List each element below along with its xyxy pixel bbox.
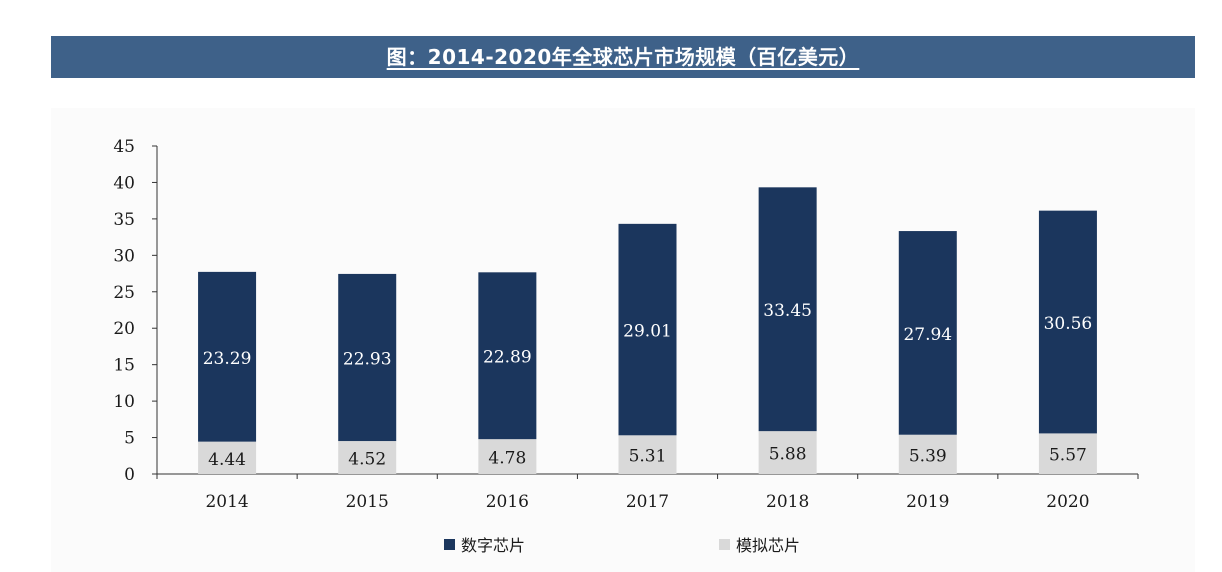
y-tick-label: 0 bbox=[124, 465, 135, 485]
bar-digital bbox=[478, 272, 537, 440]
y-tick-label: 45 bbox=[113, 137, 135, 157]
data-label-digital: 29.01 bbox=[623, 322, 672, 342]
x-tick-label: 2017 bbox=[626, 492, 669, 512]
bar-analog bbox=[898, 434, 957, 474]
bar-digital bbox=[198, 271, 257, 442]
bar-digital bbox=[758, 187, 817, 432]
data-label-analog: 5.31 bbox=[629, 447, 667, 467]
y-tick-label: 25 bbox=[113, 283, 135, 303]
bar-digital bbox=[338, 273, 397, 442]
data-label-analog: 4.78 bbox=[488, 449, 526, 469]
y-tick-label: 20 bbox=[113, 319, 135, 339]
bar-digital bbox=[618, 223, 677, 436]
data-label-digital: 23.29 bbox=[203, 349, 252, 369]
x-tick-label: 2016 bbox=[486, 492, 529, 512]
bar-analog bbox=[1038, 433, 1097, 474]
bar-digital bbox=[1038, 210, 1097, 434]
legend-item-analog: 模拟芯片 bbox=[719, 532, 800, 556]
x-tick-label: 2019 bbox=[906, 492, 949, 512]
y-tick-label: 35 bbox=[113, 210, 135, 230]
data-label-digital: 33.45 bbox=[763, 301, 812, 321]
y-tick-label: 5 bbox=[124, 429, 135, 449]
y-tick-label: 30 bbox=[113, 246, 135, 266]
y-tick-label: 10 bbox=[113, 392, 135, 412]
x-tick-label: 2014 bbox=[205, 492, 248, 512]
data-label-digital: 22.93 bbox=[343, 349, 392, 369]
bar-analog bbox=[478, 439, 537, 474]
bar-analog bbox=[758, 431, 817, 474]
bar-digital bbox=[898, 231, 957, 435]
legend-swatch-digital bbox=[444, 538, 455, 550]
bar-analog bbox=[198, 441, 257, 474]
x-tick-label: 2018 bbox=[766, 492, 809, 512]
data-label-digital: 22.89 bbox=[483, 348, 532, 368]
data-label-digital: 27.94 bbox=[903, 325, 952, 345]
legend-item-digital: 数字芯片 bbox=[444, 532, 525, 556]
x-tick-label: 2015 bbox=[346, 492, 389, 512]
x-tick-label: 2020 bbox=[1046, 492, 1089, 512]
data-label-analog: 4.52 bbox=[348, 450, 386, 470]
legend-label-analog: 模拟芯片 bbox=[736, 536, 801, 555]
data-label-analog: 5.88 bbox=[769, 445, 807, 465]
data-label-analog: 4.44 bbox=[208, 450, 246, 470]
chart-title-bar: 图：2014-2020年全球芯片市场规模（百亿美元） bbox=[51, 36, 1195, 78]
data-label-analog: 5.39 bbox=[909, 446, 947, 466]
bar-analog bbox=[618, 435, 677, 474]
bar-analog bbox=[338, 441, 397, 474]
y-tick-label: 40 bbox=[113, 173, 135, 193]
data-label-digital: 30.56 bbox=[1044, 314, 1093, 334]
y-tick-label: 15 bbox=[113, 356, 135, 376]
legend-swatch-analog bbox=[719, 538, 730, 550]
data-label-analog: 5.57 bbox=[1049, 446, 1087, 466]
chart-title: 图：2014-2020年全球芯片市场规模（百亿美元） bbox=[386, 45, 860, 69]
legend-label-digital: 数字芯片 bbox=[461, 536, 526, 555]
